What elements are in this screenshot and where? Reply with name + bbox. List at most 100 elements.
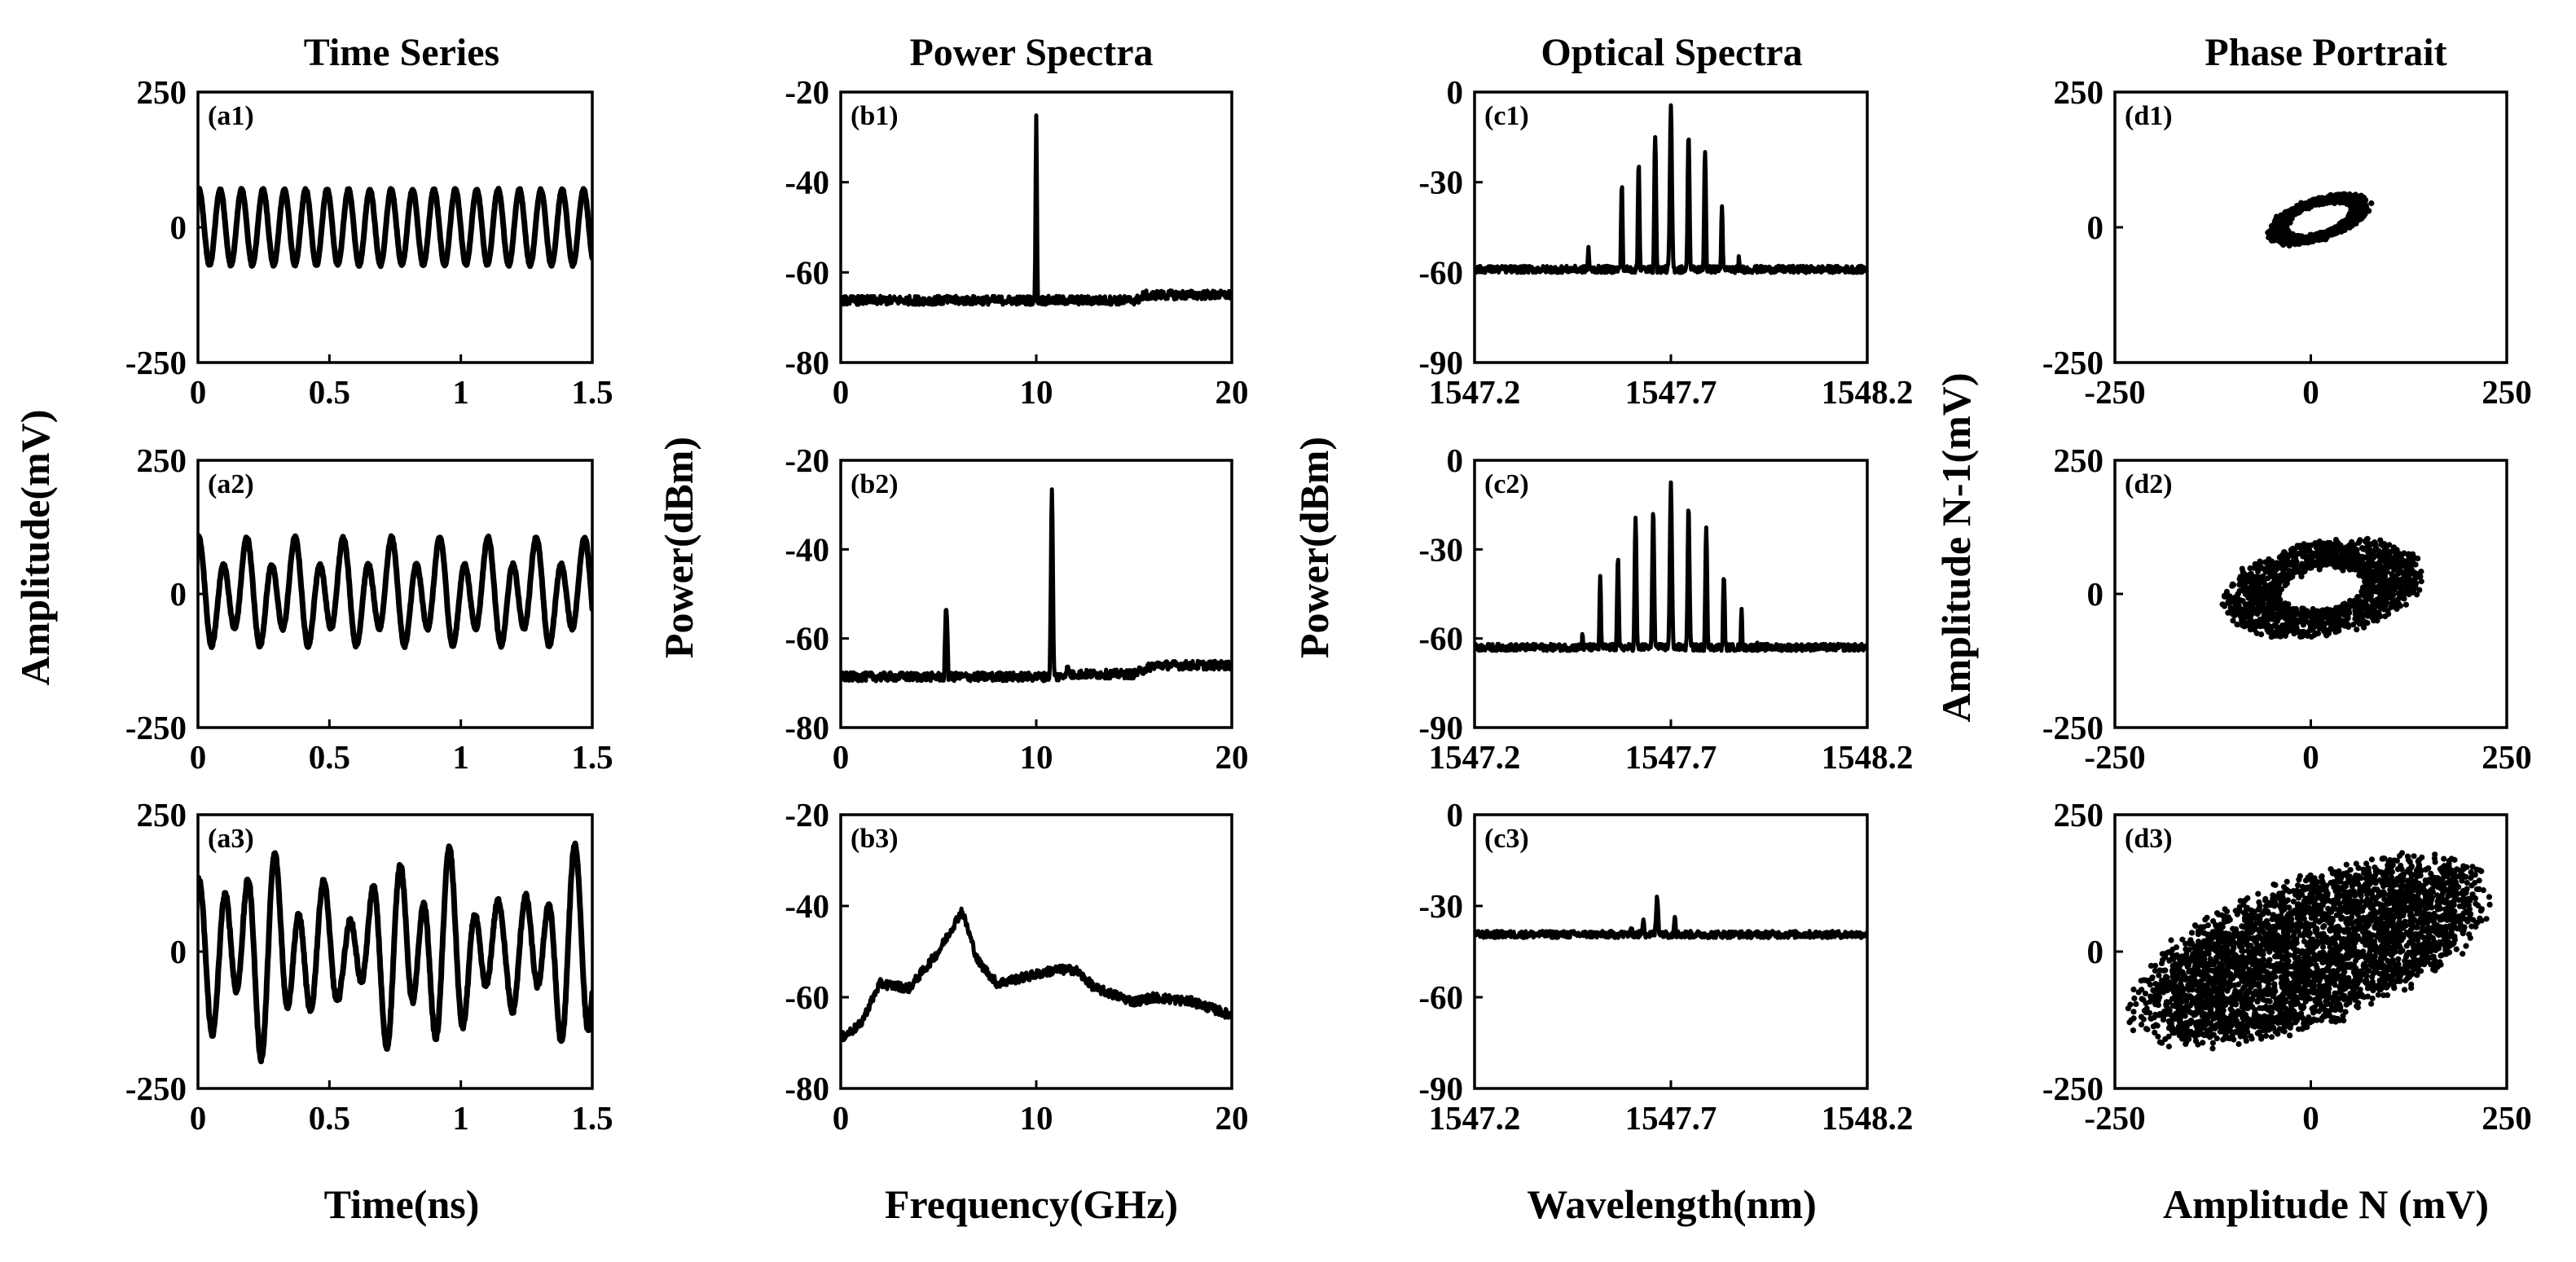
scatter-point bbox=[2294, 568, 2301, 575]
scatter-point bbox=[2155, 1033, 2161, 1040]
panel-b2: -20-40-60-800 10 20(b2) bbox=[785, 442, 1248, 776]
scatter-point bbox=[2316, 983, 2323, 989]
scatter-point bbox=[2231, 600, 2238, 607]
scatter-point bbox=[2130, 1027, 2137, 1034]
scatter-point bbox=[2308, 625, 2315, 631]
scatter-point bbox=[2331, 612, 2337, 618]
xtick-label: 0 bbox=[190, 1099, 207, 1137]
ytick-label: -20 bbox=[785, 796, 829, 833]
scatter-point bbox=[2235, 981, 2242, 987]
scatter-point bbox=[2162, 1036, 2169, 1043]
scatter-point bbox=[2295, 209, 2301, 216]
scatter-point bbox=[2415, 937, 2421, 943]
plot-area-a2 bbox=[198, 533, 592, 650]
scatter-point bbox=[2389, 956, 2396, 964]
scatter-point bbox=[2285, 601, 2292, 608]
scatter-point bbox=[2410, 587, 2416, 594]
ytick-label: -20 bbox=[785, 442, 829, 479]
scatter-point bbox=[2406, 591, 2412, 598]
scatter-point bbox=[2195, 928, 2201, 934]
ytick-label: -30 bbox=[1418, 530, 1463, 568]
scatter-point bbox=[2299, 883, 2306, 890]
scatter-point bbox=[2160, 1017, 2167, 1023]
ytick-label: -90 bbox=[1418, 344, 1463, 381]
ytick-label: -30 bbox=[1418, 164, 1463, 201]
scatter-point bbox=[2407, 568, 2413, 575]
scatter-point bbox=[2370, 562, 2376, 569]
scatter-point bbox=[2249, 574, 2256, 580]
scatter-point bbox=[2363, 536, 2370, 543]
scatter-point bbox=[2244, 895, 2251, 901]
scatter-point bbox=[2469, 864, 2476, 870]
axes-frame-d2 bbox=[2113, 459, 2508, 729]
scatter-point bbox=[2348, 559, 2354, 566]
scatter-point bbox=[2156, 972, 2162, 978]
scatter-point bbox=[2399, 932, 2406, 939]
scatter-point bbox=[2270, 882, 2277, 888]
scatter-point bbox=[2321, 552, 2328, 558]
scatter-point bbox=[2377, 537, 2384, 543]
scatter-point bbox=[2380, 606, 2387, 613]
scatter-point bbox=[2229, 1008, 2235, 1014]
scatter-point bbox=[2289, 984, 2296, 991]
xtick-label: 1547.7 bbox=[1625, 738, 1717, 776]
scatter-point bbox=[2358, 195, 2366, 201]
scatter-point bbox=[2262, 1032, 2270, 1039]
series-line-a3 bbox=[198, 840, 592, 1065]
ytick-label: 250 bbox=[2054, 73, 2104, 111]
scatter-point bbox=[2249, 603, 2256, 609]
axes-frame-d1 bbox=[2113, 90, 2508, 364]
ytick-label: -40 bbox=[785, 887, 829, 925]
scatter-point bbox=[2268, 558, 2275, 565]
scatter-points-d1 bbox=[2265, 191, 2375, 249]
xtick-label: -250 bbox=[2084, 738, 2145, 776]
scatter-point bbox=[2463, 943, 2469, 949]
scatter-point bbox=[2323, 610, 2330, 617]
scatter-point bbox=[2369, 611, 2376, 618]
scatter-point bbox=[2347, 867, 2354, 873]
scatter-point bbox=[2323, 632, 2330, 639]
scatter-point bbox=[2339, 551, 2346, 557]
scatter-point bbox=[2364, 596, 2372, 602]
scatter-point bbox=[2408, 985, 2415, 992]
scatter-point bbox=[2309, 559, 2315, 565]
scatter-point bbox=[2283, 557, 2289, 565]
scatter-point bbox=[2349, 883, 2355, 890]
scatter-point bbox=[2416, 906, 2423, 912]
ytick-label: -250 bbox=[125, 344, 187, 381]
xtick-label: 1 bbox=[452, 738, 469, 776]
scatter-point bbox=[2403, 564, 2410, 570]
scatter-point bbox=[2335, 553, 2341, 560]
scatter-point bbox=[2398, 595, 2406, 601]
scatter-point bbox=[2357, 968, 2363, 974]
xtick-label: -250 bbox=[2084, 373, 2145, 411]
scatter-point bbox=[2446, 890, 2453, 896]
scatter-point bbox=[2327, 555, 2333, 561]
scatter-point bbox=[2301, 565, 2308, 572]
scatter-point bbox=[2296, 240, 2302, 248]
scatter-point bbox=[2285, 609, 2292, 616]
xtick-label: 0.5 bbox=[309, 1099, 350, 1137]
scatter-point bbox=[2243, 907, 2249, 913]
ytick-label: -40 bbox=[785, 530, 829, 568]
scatter-point bbox=[2274, 566, 2280, 573]
scatter-point bbox=[2434, 892, 2441, 899]
scatter-point bbox=[2354, 552, 2361, 558]
scatter-point bbox=[2364, 543, 2371, 549]
scatter-point bbox=[2258, 631, 2265, 638]
ylabel-power-2: Power(dBm) bbox=[1291, 437, 1337, 658]
scatter-point bbox=[2395, 956, 2402, 962]
scatter-point bbox=[2300, 1015, 2306, 1022]
scatter-point bbox=[2253, 606, 2261, 613]
scatter-point bbox=[2287, 619, 2294, 626]
scatter-point bbox=[2323, 561, 2329, 568]
scatter-point bbox=[2333, 628, 2340, 635]
scatter-point bbox=[2391, 579, 2398, 586]
scatter-point bbox=[2414, 972, 2420, 978]
scatter-point bbox=[2298, 544, 2305, 552]
scatter-point bbox=[2239, 606, 2245, 613]
scatter-point bbox=[2428, 948, 2434, 955]
scatter-point bbox=[2264, 925, 2270, 931]
scatter-point bbox=[2393, 574, 2399, 581]
